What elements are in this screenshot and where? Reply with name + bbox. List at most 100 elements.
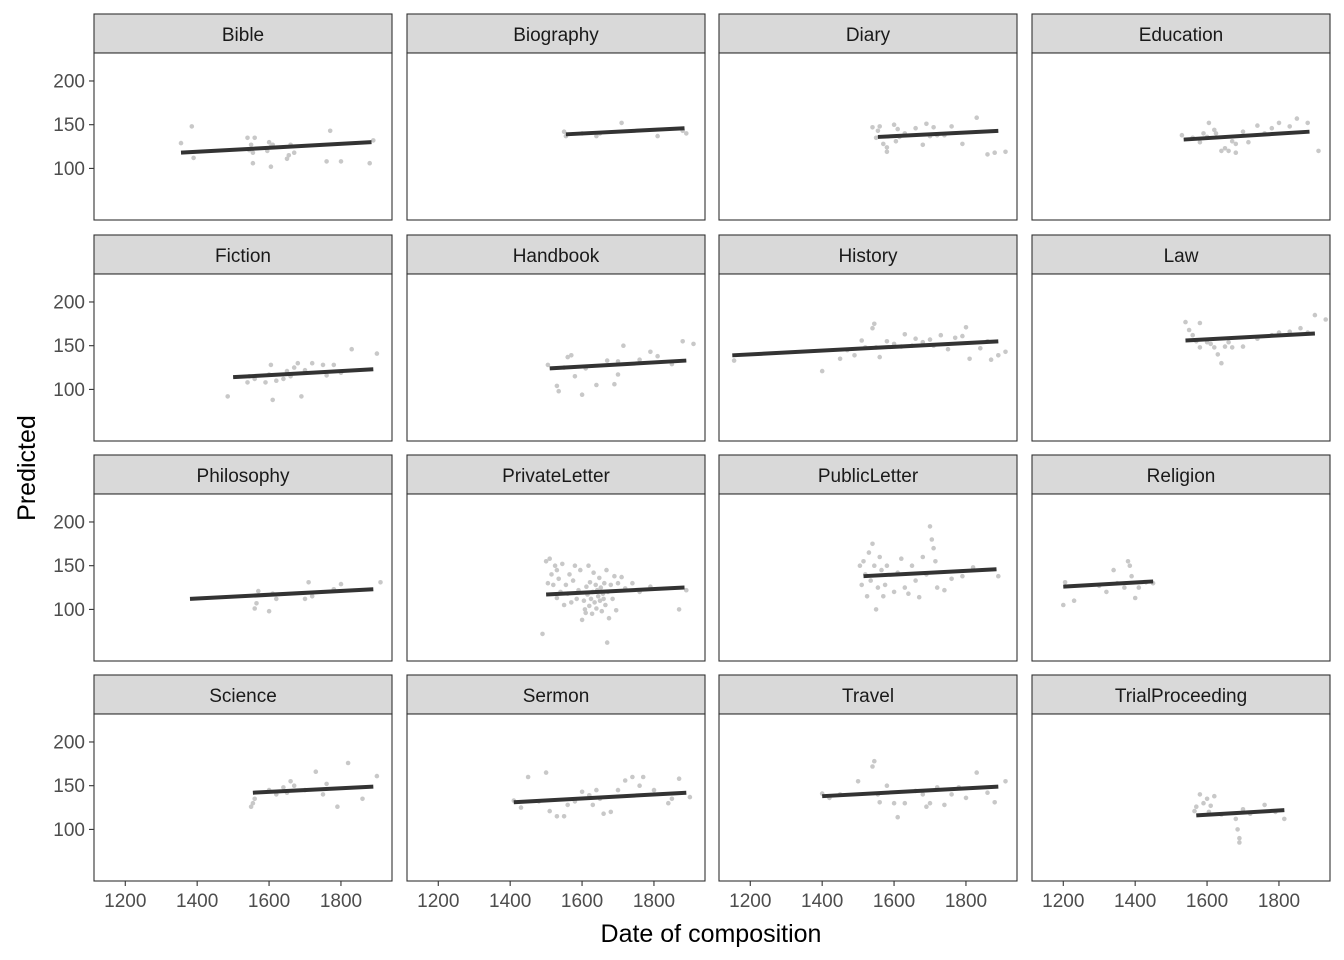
data-point: [1323, 317, 1328, 322]
facet-strip: [93, 13, 393, 54]
data-point: [578, 567, 583, 573]
data-point: [899, 556, 904, 561]
y-tick-label: 200: [53, 732, 85, 753]
data-point: [619, 120, 624, 126]
data-point: [570, 578, 576, 583]
data-point: [1127, 563, 1133, 568]
panel-border: [1031, 713, 1331, 882]
facet-strip: [406, 674, 706, 715]
data-point: [331, 362, 337, 368]
panel-philosophy: Philosophy 100 150 200: [53, 454, 393, 662]
data-point: [875, 585, 881, 590]
y-tick-label: 150: [53, 336, 85, 357]
facet-strip: [718, 234, 1018, 275]
data-point: [1316, 148, 1321, 154]
data-point: [666, 800, 671, 806]
data-point: [266, 608, 272, 614]
data-point: [606, 615, 612, 621]
panel-border: [93, 713, 393, 882]
data-point: [920, 792, 926, 797]
data-point: [870, 125, 875, 130]
data-point: [949, 124, 954, 129]
data-point: [621, 343, 626, 349]
data-point: [1282, 816, 1287, 822]
data-point: [295, 360, 301, 366]
data-point: [1235, 827, 1240, 832]
data-point: [1104, 589, 1109, 595]
data-point: [913, 578, 918, 583]
data-point: [338, 581, 344, 587]
data-point: [870, 541, 875, 547]
data-point: [637, 783, 642, 788]
x-tick-label: 1200: [1042, 891, 1084, 912]
y-tick-label: 150: [53, 115, 85, 136]
trend-line: [877, 128, 999, 139]
data-point: [974, 770, 979, 775]
panel-border: [93, 493, 393, 662]
data-point: [612, 381, 617, 387]
data-point: [1269, 125, 1275, 131]
data-point: [554, 814, 560, 819]
panel-border: [1031, 273, 1331, 442]
data-point: [1222, 344, 1228, 349]
data-point: [284, 156, 290, 162]
trend-line: [546, 585, 685, 597]
facet-label: Travel: [842, 686, 894, 707]
x-tick-label: 1600: [873, 891, 915, 912]
data-point: [274, 596, 279, 602]
data-point: [988, 357, 994, 363]
data-point: [291, 365, 297, 370]
data-point: [881, 594, 886, 599]
data-point: [866, 550, 872, 555]
data-point: [877, 124, 882, 129]
panel-border: [1031, 493, 1331, 662]
data-point: [560, 561, 565, 567]
data-point: [952, 335, 958, 341]
data-point: [680, 339, 685, 344]
data-point: [597, 575, 602, 581]
data-point: [599, 608, 605, 614]
panel-education: Education: [1031, 13, 1331, 221]
data-point: [374, 351, 380, 356]
data-point: [565, 354, 570, 360]
data-point: [996, 573, 1001, 579]
data-point: [1206, 120, 1212, 126]
panel-border: [406, 493, 706, 662]
facet-label: Religion: [1147, 466, 1216, 487]
data-point: [584, 584, 589, 589]
trend-line: [513, 790, 687, 805]
data-point: [1186, 327, 1192, 333]
x-tick-label: 1800: [633, 891, 675, 912]
data-point: [266, 139, 272, 145]
data-point: [245, 135, 250, 141]
data-point: [1246, 139, 1251, 145]
data-point: [309, 360, 315, 366]
data-point: [963, 325, 969, 330]
data-point: [582, 607, 588, 612]
data-point: [335, 804, 340, 809]
data-point: [884, 783, 890, 788]
data-point: [547, 808, 552, 814]
data-point: [913, 125, 918, 131]
data-point: [949, 792, 954, 797]
y-tick-label: 100: [53, 820, 85, 841]
data-point: [255, 588, 261, 594]
facet-strip: [718, 674, 1018, 715]
data-point: [574, 596, 579, 602]
data-point: [934, 585, 940, 590]
data-point: [1136, 585, 1142, 590]
data-point: [1204, 796, 1210, 802]
data-point: [929, 537, 935, 542]
panels-layer: Bible 100 150 200 Biography Diary Education Fic…: [53, 13, 1331, 912]
data-point: [960, 333, 965, 339]
data-point: [619, 574, 624, 580]
data-point: [1003, 349, 1008, 355]
panel-border: [718, 493, 1018, 662]
panel-sermon: Sermon 1200 1400 1600 1800: [406, 674, 706, 912]
data-point: [1190, 332, 1195, 338]
data-point: [859, 338, 864, 343]
data-point: [254, 601, 259, 606]
facet-label: Biography: [513, 25, 599, 46]
data-point: [1240, 807, 1246, 812]
facet-label: Handbook: [513, 246, 600, 267]
